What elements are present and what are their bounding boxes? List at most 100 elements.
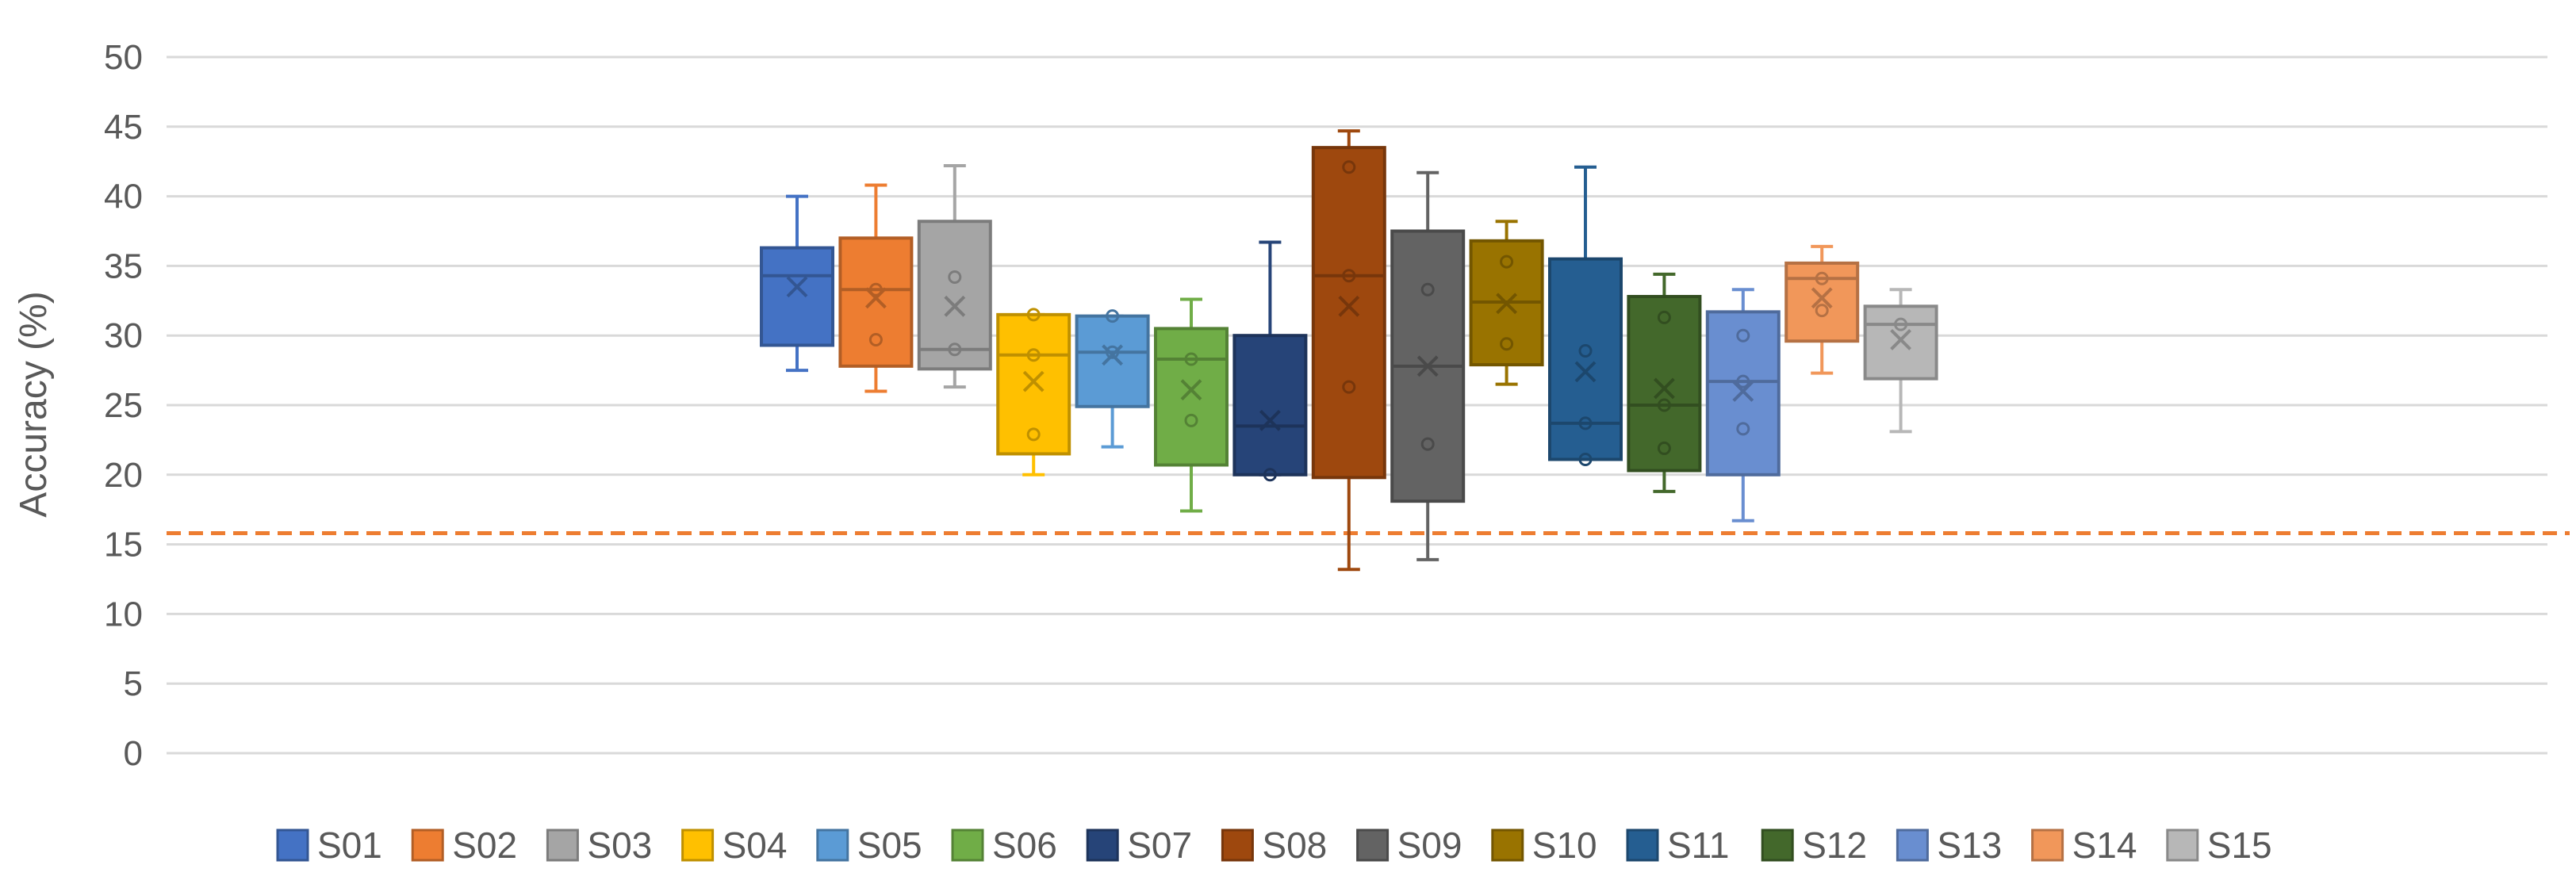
mean-marker [1022, 370, 1045, 392]
legend-item-s10: S10 [1491, 825, 1597, 866]
inner-point [1578, 344, 1593, 358]
iqr-box [1154, 327, 1229, 467]
legend-label: S06 [992, 825, 1057, 866]
box-s08 [1311, 129, 1386, 572]
inner-point [1342, 380, 1356, 394]
inner-point [1420, 282, 1435, 297]
legend-label: S02 [452, 825, 517, 866]
iqr-box [838, 236, 914, 368]
legend-swatch [2031, 829, 2064, 862]
legend-label: S14 [2072, 825, 2137, 866]
mean-marker [1416, 355, 1439, 377]
box-s07 [1232, 240, 1308, 482]
legend-item-s11: S11 [1626, 825, 1729, 866]
mean-marker [1496, 293, 1518, 315]
inner-point [1106, 345, 1120, 359]
legend-item-s15: S15 [2166, 825, 2272, 866]
legend-label: S04 [723, 825, 788, 866]
inner-point [868, 282, 883, 297]
legend-label: S15 [2207, 825, 2272, 866]
iqr-box [1784, 261, 1860, 343]
legend-swatch [546, 829, 579, 862]
inner-point [1026, 348, 1041, 362]
y-tick-label: 15 [104, 526, 143, 564]
legend-label: S11 [1667, 825, 1729, 866]
mean-marker [1653, 377, 1675, 400]
legend-label: S08 [1262, 825, 1327, 866]
legend-label: S05 [857, 825, 922, 866]
legend-item-s03: S03 [546, 825, 652, 866]
legend-swatch [951, 829, 984, 862]
legend-swatch [276, 829, 309, 862]
iqr-box [760, 246, 834, 347]
legend-item-s14: S14 [2031, 825, 2137, 866]
inner-point [948, 343, 962, 357]
legend-swatch [1356, 829, 1390, 862]
legend-label: S09 [1397, 825, 1462, 866]
inner-point [1657, 310, 1671, 324]
legend-swatch [816, 829, 849, 862]
inner-point [1106, 309, 1120, 323]
legend-swatch [1896, 829, 1929, 862]
legend-swatch [681, 829, 715, 862]
iqr-box [1705, 310, 1781, 476]
y-axis-ticks: 0 5 10 15 20 25 30 35 40 45 50 [104, 38, 143, 773]
inner-point [1184, 352, 1198, 366]
y-tick-label: 35 [104, 247, 143, 285]
legend-item-s13: S13 [1896, 825, 2002, 866]
legend-item-s02: S02 [411, 825, 517, 866]
inner-point [1500, 337, 1514, 351]
mean-marker [1338, 295, 1360, 317]
y-tick-label: 25 [104, 386, 143, 425]
inner-point [1026, 427, 1041, 442]
inner-point [1342, 269, 1356, 283]
iqr-box [1311, 146, 1386, 480]
iqr-box [917, 220, 992, 371]
inner-point [1578, 416, 1593, 431]
box-s11 [1548, 165, 1623, 466]
y-tick-label: 50 [104, 38, 143, 77]
inner-point [1184, 413, 1198, 427]
mean-marker [1574, 361, 1597, 383]
legend-item-s08: S08 [1221, 825, 1327, 866]
legend-swatch [1221, 829, 1254, 862]
legend-swatch [1761, 829, 1794, 862]
box-s12 [1627, 272, 1702, 493]
inner-point [1815, 271, 1829, 285]
inner-point [1815, 304, 1829, 318]
legend-swatch [411, 829, 444, 862]
iqr-box [1548, 257, 1623, 461]
iqr-box [1075, 314, 1150, 408]
y-tick-label: 20 [104, 456, 143, 495]
box-series-group [760, 129, 1938, 572]
mean-marker [1811, 287, 1833, 309]
box-s04 [996, 308, 1071, 476]
inner-point [1657, 398, 1671, 412]
legend-label: S03 [587, 825, 652, 866]
y-axis-label: Accuracy (%) [13, 291, 55, 517]
legend-item-s04: S04 [681, 825, 788, 866]
legend-item-s06: S06 [951, 825, 1057, 866]
y-tick-label: 45 [104, 108, 143, 147]
legend-label: S12 [1802, 825, 1867, 866]
mean-marker [786, 276, 808, 298]
inner-point [1578, 452, 1593, 466]
legend-item-s12: S12 [1761, 825, 1867, 866]
legend-item-s07: S07 [1086, 825, 1192, 866]
box-s03 [917, 163, 992, 389]
mean-marker [1890, 329, 1912, 350]
mean-marker [864, 287, 887, 309]
inner-point [1263, 468, 1277, 482]
box-s01 [760, 194, 834, 373]
inner-point [1342, 160, 1356, 174]
inner-point [1657, 441, 1671, 455]
inner-point [1736, 328, 1750, 343]
box-s14 [1784, 244, 1860, 375]
inner-point [1500, 254, 1514, 269]
box-s13 [1705, 288, 1781, 522]
legend-label: S01 [317, 825, 382, 866]
legend-label: S13 [1937, 825, 2002, 866]
mean-marker [1102, 344, 1124, 366]
iqr-box [996, 312, 1071, 456]
